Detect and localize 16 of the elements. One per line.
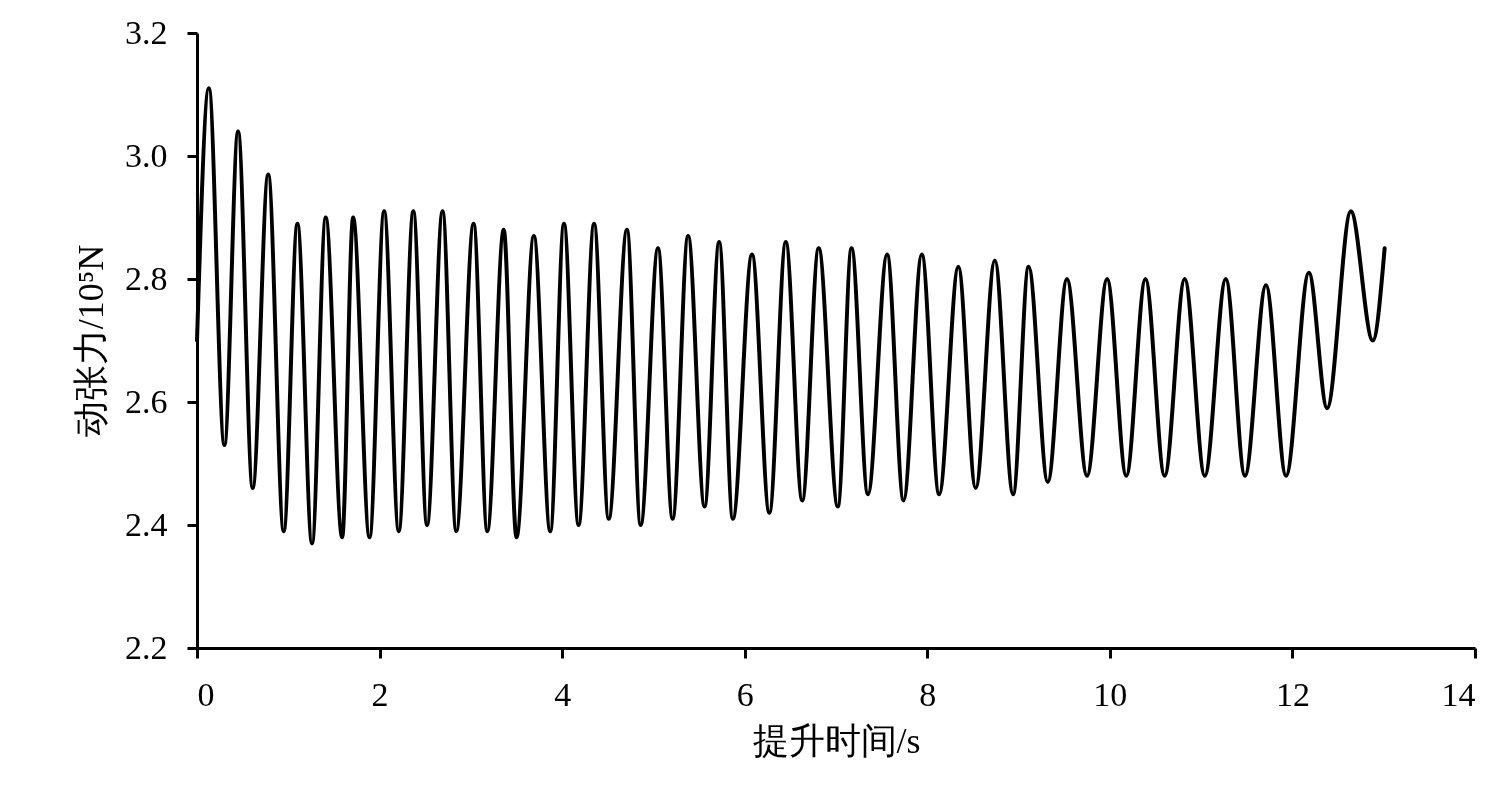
x-tick-label: 0 [197, 675, 215, 713]
x-tick-label: 8 [919, 675, 937, 713]
x-tick-label: 12 [1275, 675, 1310, 713]
x-tick-label: 10 [1093, 675, 1128, 713]
x-tick-label: 14 [1441, 675, 1476, 713]
y-tick-label: 3.2 [125, 13, 168, 51]
y-tick-label: 2.8 [125, 259, 168, 297]
x-tick-label: 6 [736, 675, 754, 713]
y-tick-label: 2.2 [125, 628, 168, 666]
y-tick-label: 2.6 [125, 382, 168, 420]
x-tick-label: 4 [554, 675, 572, 713]
y-tick-label: 3.0 [125, 136, 168, 174]
y-tick-label: 2.4 [125, 505, 168, 543]
x-axis-title: 提升时间/s [752, 720, 921, 761]
x-tick-label: 2 [371, 675, 389, 713]
y-axis-title: 动张力/10⁵N [71, 244, 111, 438]
